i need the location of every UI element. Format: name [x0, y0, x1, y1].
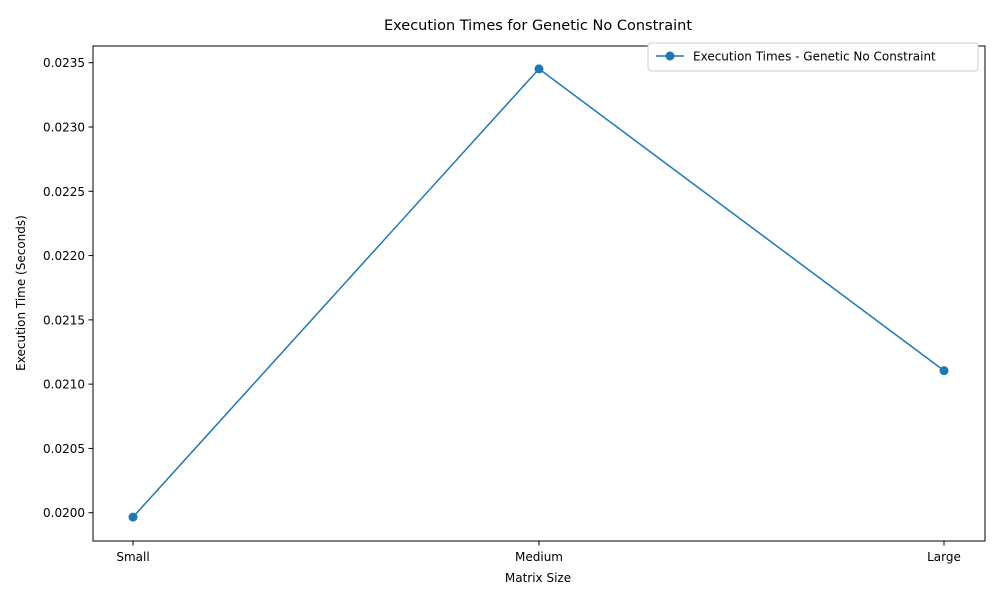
plot-area-frame [92, 45, 986, 542]
y-axis-label: Execution Time (Seconds) [14, 215, 28, 371]
y-tick-label: 0.0220 [43, 249, 85, 263]
x-axis-label: Matrix Size [505, 571, 571, 585]
y-axis-ticks: 0.0200 0.0205 0.0210 0.0215 0.0220 0.0225 0.02… [43, 56, 93, 520]
y-tick-label: 0.0205 [43, 442, 85, 456]
legend-box [647, 42, 979, 72]
series-layer [128, 64, 949, 522]
y-tick-label: 0.0215 [43, 313, 85, 327]
series-line [132, 68, 945, 518]
y-tick-label: 0.0235 [43, 56, 85, 70]
legend-series-label: Execution Times - Genetic No Constraint [693, 50, 936, 64]
x-tick-label: Medium [515, 550, 563, 564]
x-axis-ticks: Small Medium Large [116, 541, 961, 564]
x-tick-label: Small [116, 550, 149, 564]
legend: Execution Times - Genetic No Constraint [647, 42, 979, 72]
data-point-marker [939, 366, 949, 376]
y-tick-label: 0.0225 [43, 185, 85, 199]
x-tick-label: Large [927, 550, 961, 564]
y-tick-label: 0.0230 [43, 121, 85, 135]
data-point-marker [128, 512, 138, 522]
legend-marker-swatch [665, 51, 675, 61]
y-tick-label: 0.0200 [43, 506, 85, 520]
y-tick-label: 0.0210 [43, 378, 85, 392]
chart-title: Execution Times for Genetic No Constrain… [384, 18, 692, 34]
data-point-marker [534, 64, 544, 74]
